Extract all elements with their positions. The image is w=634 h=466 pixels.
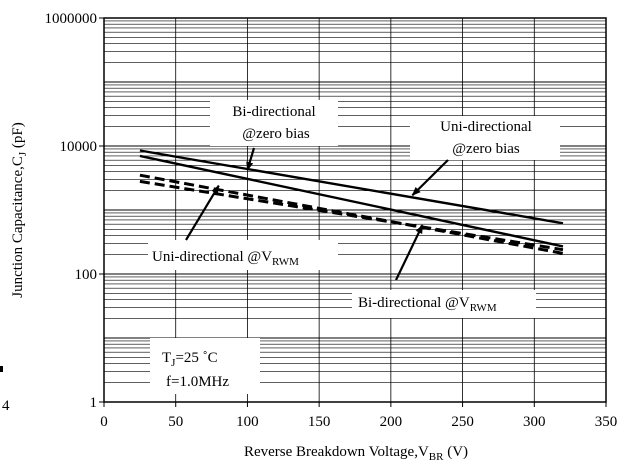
annotation-uni-vrwm: Uni-directional @VRWM <box>148 240 338 270</box>
annotation-arrow-bi-vrwm <box>395 224 424 281</box>
y-tick-label: 1000000 <box>45 11 98 27</box>
series-line-4 <box>139 179 564 252</box>
x-tick-label: 50 <box>168 414 183 430</box>
x-tick-label: 250 <box>451 414 474 430</box>
y-axis-title: Junction Capacitance,CJ (pF) <box>10 122 29 298</box>
y-tick-label: 1 <box>90 395 98 411</box>
series-group <box>139 149 564 255</box>
x-tick-label: 300 <box>523 414 546 430</box>
annotation-uni-zero: Uni-directional @zero bias <box>410 116 560 160</box>
annotation-bi-vrwm-text: Bi-directional @VRWM <box>358 295 497 314</box>
frequency-label: f=1.0MHz <box>166 374 229 390</box>
x-axis-title: Reverse Breakdown Voltage,VBR (V) <box>244 444 468 463</box>
x-tick-label: 350 <box>595 414 618 430</box>
left-edge-fragment: 4 <box>2 398 10 414</box>
annotation-arrow-uni-zero <box>411 159 449 197</box>
annotation-bi-zero: Bi-directional @zero bias <box>210 100 338 146</box>
axis-ticks: 0 50 100 150 200 250 300 350 1 100 10000 1000000 <box>45 11 618 430</box>
annotation-uni-vrwm-text: Uni-directional @VRWM <box>152 249 299 268</box>
annotation-bi-zero-line1: Bi-directional <box>232 104 315 120</box>
x-tick-label: 200 <box>380 414 403 430</box>
series-line-1 <box>139 149 564 225</box>
x-tick-label: 0 <box>100 414 108 430</box>
left-edge-mark <box>0 366 3 372</box>
x-tick-label: 150 <box>308 414 331 430</box>
annotation-bi-vrwm: Bi-directional @VRWM <box>352 290 536 318</box>
series-line-2 <box>139 154 564 248</box>
temperature-label: TJ=25 ˚C <box>162 350 218 369</box>
conditions-box: TJ=25 ˚C f=1.0MHz <box>150 338 260 394</box>
annotation-uni-zero-line1: Uni-directional <box>440 119 532 135</box>
y-tick-label: 10000 <box>60 139 98 155</box>
y-tick-label: 100 <box>75 267 98 283</box>
plot-border <box>103 17 607 403</box>
annotation-arrow-bi-zero <box>246 147 256 171</box>
annotation-arrows <box>185 147 449 281</box>
annotation-bi-zero-line2: @zero bias <box>242 126 310 142</box>
annotation-uni-zero-line2: @zero bias <box>452 141 520 157</box>
annotation-arrow-uni-vrwm <box>185 184 220 241</box>
x-tick-label: 100 <box>236 414 259 430</box>
